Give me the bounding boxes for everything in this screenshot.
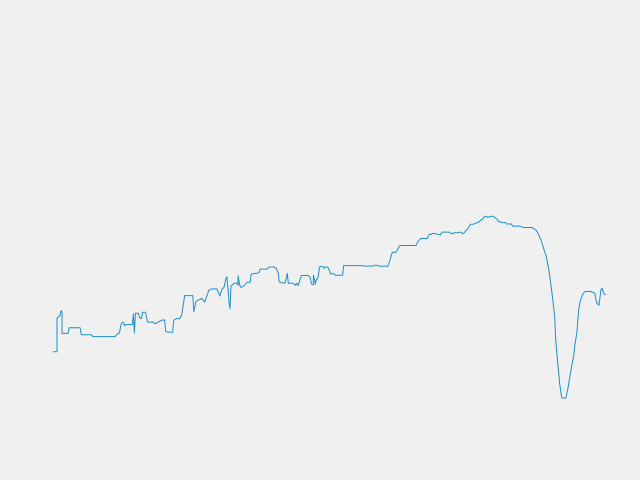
series-line <box>53 215 607 399</box>
